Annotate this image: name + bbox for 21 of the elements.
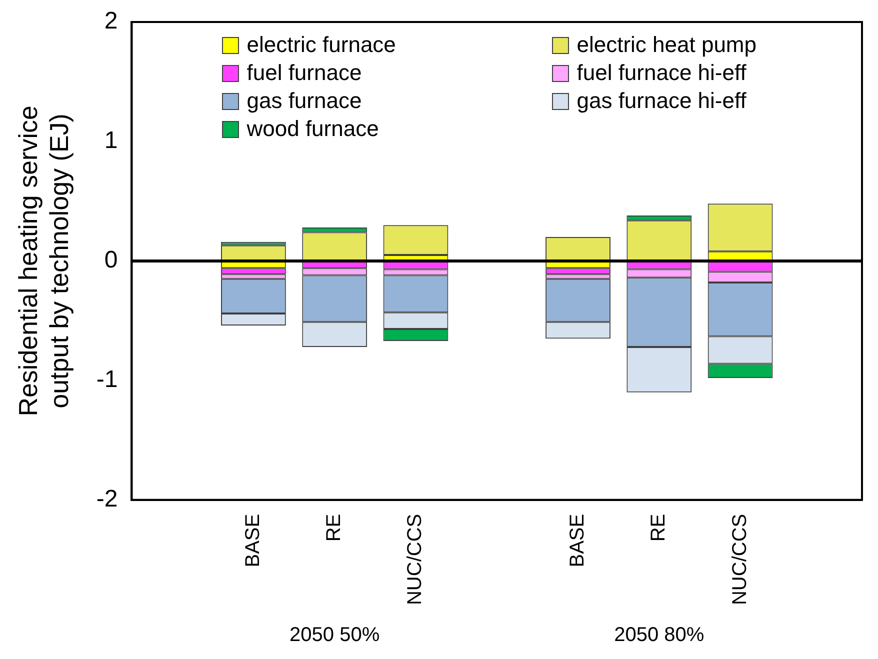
y-tick-label: 0 bbox=[104, 246, 118, 274]
y-tick-label: -1 bbox=[96, 366, 118, 394]
legend-label: electric furnace bbox=[246, 32, 396, 58]
y-axis-title: Residential heating service output by technology (EJ) bbox=[12, 106, 74, 416]
legend-label: gas furnace bbox=[246, 88, 362, 114]
text: 2050 50% bbox=[290, 624, 380, 647]
legend-label: wood furnace bbox=[246, 116, 379, 142]
x-tick-label: RE bbox=[323, 514, 346, 542]
y-tick-label: 2 bbox=[104, 8, 118, 35]
legend-label: electric heat pump bbox=[576, 32, 756, 58]
x-tick-label: RE bbox=[648, 514, 670, 542]
text: 2050 80% bbox=[614, 624, 704, 647]
x-tick-label: BASE bbox=[242, 514, 264, 568]
legend-label: fuel furnace bbox=[246, 60, 362, 86]
y-tick-label: 1 bbox=[104, 127, 118, 154]
x-tick-label: NUC/CCS bbox=[728, 514, 751, 606]
legend-label: gas furnace hi-eff bbox=[576, 88, 746, 114]
legend-label: fuel furnace hi-eff bbox=[576, 60, 746, 86]
x-tick-label: BASE bbox=[566, 514, 589, 568]
y-tick-label: -2 bbox=[96, 486, 118, 513]
x-tick-label: NUC/CCS bbox=[404, 514, 426, 606]
